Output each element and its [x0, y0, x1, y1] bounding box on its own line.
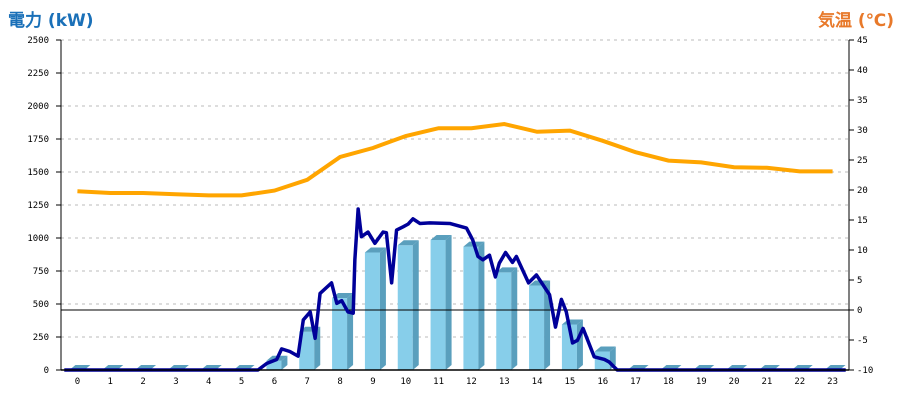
x-tick-label: 7	[305, 377, 310, 387]
right-tick-label: -10	[857, 366, 873, 376]
x-tick-label: 21	[761, 377, 772, 387]
left-tick-label: 2500	[27, 36, 49, 46]
x-tick-label: 23	[827, 377, 838, 387]
x-tick-label: 14	[532, 377, 543, 387]
right-axis-title: 気温 (℃)	[817, 11, 894, 31]
x-tick-label: 10	[400, 377, 411, 387]
bar	[463, 246, 479, 370]
x-tick-label: 9	[370, 377, 375, 387]
x-tick-label: 15	[564, 377, 575, 387]
left-tick-label: 2000	[27, 102, 49, 112]
left-axis-title: 電力 (kW)	[8, 11, 94, 31]
bar	[496, 272, 512, 370]
right-tick-label: 40	[857, 66, 868, 76]
bar-side	[511, 267, 518, 370]
right-tick-label: 35	[857, 96, 868, 106]
bar	[529, 285, 545, 370]
bar	[299, 331, 315, 370]
x-tick-label: 12	[466, 377, 477, 387]
left-tick-label: 1250	[27, 201, 49, 211]
x-tick-label: 19	[696, 377, 707, 387]
bar-side	[412, 240, 419, 370]
bar-top	[397, 240, 419, 246]
bar-top	[364, 247, 386, 253]
x-tick-label: 2	[140, 377, 145, 387]
left-tick-label: 1500	[27, 168, 49, 178]
right-tick-label: 0	[857, 306, 862, 316]
bar-top	[594, 346, 616, 352]
right-tick-label: 15	[857, 216, 868, 226]
bar-side	[445, 234, 452, 370]
bar-top	[496, 267, 518, 273]
bar-side	[281, 355, 288, 370]
x-tick-label: 8	[337, 377, 342, 387]
right-tick-label: 30	[857, 126, 868, 136]
bar-top	[332, 293, 354, 299]
temperature-line	[77, 121, 833, 198]
bar	[430, 239, 446, 370]
x-tick-label: 22	[794, 377, 805, 387]
left-tick-label: 500	[33, 300, 49, 310]
right-tick-label: 45	[857, 36, 868, 46]
bar	[364, 252, 380, 370]
x-tick-label: 17	[630, 377, 641, 387]
power-line	[64, 207, 846, 372]
x-tick-label: 11	[433, 377, 444, 387]
bar	[397, 245, 413, 370]
x-tick-label: 6	[272, 377, 277, 387]
x-tick-label: 4	[206, 377, 211, 387]
bar-side	[478, 241, 485, 370]
x-tick-label: 3	[173, 377, 178, 387]
x-tick-label: 1	[108, 377, 113, 387]
x-tick-label: 5	[239, 377, 244, 387]
x-tick-label: 20	[729, 377, 740, 387]
left-tick-label: 750	[33, 267, 49, 277]
x-tick-label: 16	[597, 377, 608, 387]
bar-top	[529, 280, 551, 286]
right-tick-label: -5	[857, 336, 868, 346]
right-tick-label: 25	[857, 156, 868, 166]
left-tick-label: 1000	[27, 234, 49, 244]
bar	[266, 360, 282, 370]
bar-top	[430, 234, 452, 240]
right-tick-label: 10	[857, 246, 868, 256]
bar	[561, 324, 577, 370]
left-tick-label: 2250	[27, 69, 49, 79]
bar	[332, 298, 348, 370]
bar-side	[544, 280, 551, 370]
x-tick-label: 13	[499, 377, 510, 387]
left-tick-label: 250	[33, 333, 49, 343]
right-tick-label: 20	[857, 186, 868, 196]
right-tick-label: 5	[857, 276, 862, 286]
x-tick-label: 18	[663, 377, 674, 387]
left-tick-label: 1750	[27, 135, 49, 145]
left-tick-label: 0	[44, 366, 49, 376]
x-tick-label: 0	[75, 377, 80, 387]
bar-side	[379, 247, 386, 370]
